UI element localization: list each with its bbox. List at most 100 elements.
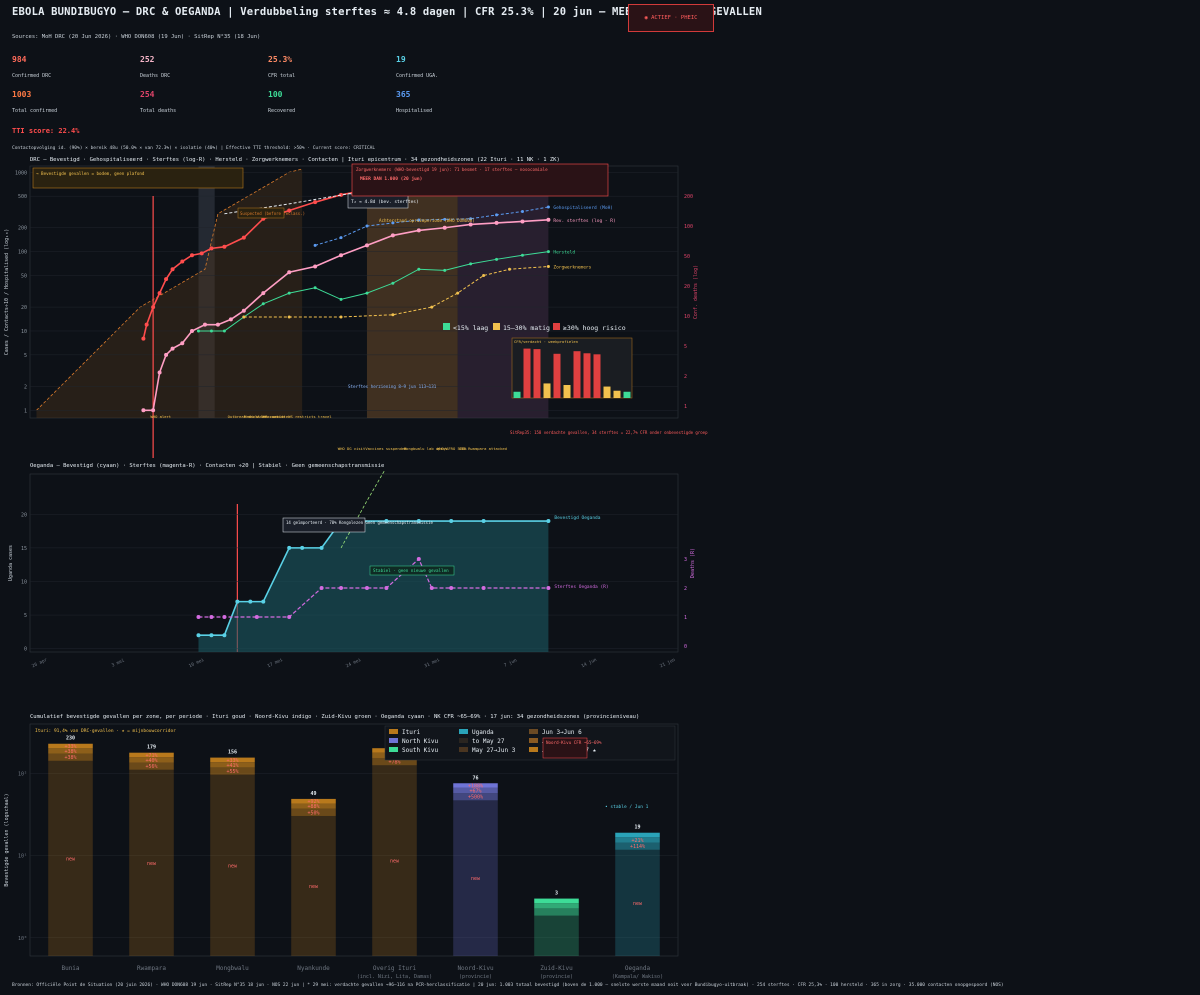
event-label: US restricts travel xyxy=(288,414,331,419)
data-point xyxy=(339,253,344,258)
segment-label: new xyxy=(390,859,400,865)
legend-swatch xyxy=(529,729,538,734)
y-tick-label: 1000 xyxy=(15,170,27,176)
data-point xyxy=(546,519,551,524)
data-point xyxy=(157,370,162,375)
drc-chart: 1 2 5 10 20 50 100 200 500 1000 1 2 5 10 20 50 100 200 Cas… xyxy=(4,163,708,458)
bar-segment xyxy=(534,903,579,909)
data-point xyxy=(319,586,324,590)
y2-tick-label: 10 xyxy=(684,314,690,320)
kpi-value: 19 xyxy=(396,55,406,64)
legend-swatch xyxy=(529,747,538,752)
bar-segment xyxy=(129,752,174,758)
data-point xyxy=(190,328,194,333)
data-point xyxy=(365,291,369,295)
data-point xyxy=(287,291,291,295)
series-label: Sterftes Oeganda (R) xyxy=(554,584,608,590)
data-point xyxy=(287,208,292,213)
annotation-text: T₂ ≈ 4.8d (bev. sterftes) xyxy=(351,199,419,205)
status-badge: ◉ ACTIEF · PHEIC xyxy=(628,4,714,32)
bar-segment xyxy=(615,842,660,850)
data-point xyxy=(215,322,220,327)
legend-swatch xyxy=(459,747,468,752)
segment-label: +67% xyxy=(469,788,481,794)
data-point xyxy=(222,329,226,333)
legend-label: South Kivu xyxy=(402,747,439,754)
kpi-label: Confirmed UGA. xyxy=(396,73,439,79)
bar-segment xyxy=(129,757,174,763)
data-point xyxy=(520,210,524,214)
footer-sources: Bronnen: Officiële Point de Situation (2… xyxy=(12,983,1004,988)
data-point xyxy=(209,246,214,251)
data-point xyxy=(429,586,434,590)
legend-swatch xyxy=(459,729,468,734)
x-tick-sublabel: (provincie) xyxy=(540,974,573,980)
y2-tick-label: 2 xyxy=(684,586,687,592)
series-label: Bevestigd Oeganda xyxy=(554,515,600,521)
x-tick-label: 14 jun xyxy=(580,657,598,669)
inset-bar xyxy=(553,353,561,398)
bar-segment xyxy=(291,808,336,816)
data-point xyxy=(339,315,343,319)
data-point xyxy=(254,615,259,619)
data-point xyxy=(313,286,317,290)
bar-segment xyxy=(48,748,93,754)
annotation-box xyxy=(32,167,244,189)
segment-label: +78% xyxy=(388,760,400,766)
bar-segment xyxy=(615,849,660,956)
data-point xyxy=(546,205,550,209)
x-tick-label: Noord-Kivu xyxy=(457,965,494,972)
bar-segment xyxy=(48,760,93,956)
inset-title: CFR/verdacht · weekprofielen xyxy=(514,339,578,344)
y2-tick-label: 0 xyxy=(684,644,687,650)
y-tick-label: 10¹ xyxy=(18,854,27,860)
y-tick-label: 200 xyxy=(18,226,27,232)
x-tick-label: Mongbwalu xyxy=(216,965,249,972)
bar-total-label: 76 xyxy=(472,775,478,781)
bar-segment xyxy=(291,815,336,956)
data-point xyxy=(391,221,395,225)
data-point xyxy=(442,225,447,230)
inset-bar xyxy=(613,390,621,398)
bar-total-label: 156 xyxy=(228,750,237,756)
segment-label: +188% xyxy=(468,784,483,790)
data-point xyxy=(546,586,551,590)
bar-total-label: 230 xyxy=(66,736,75,742)
tti-score: TTI score: 22.4% xyxy=(12,127,80,135)
y-tick-label: 20 xyxy=(21,512,27,518)
series-label: Hersteld xyxy=(553,250,575,256)
data-point xyxy=(430,305,434,309)
bar-segment xyxy=(210,757,255,763)
kpi-label: Recovered xyxy=(268,108,296,114)
inset-panel xyxy=(511,337,633,399)
annotation-box xyxy=(282,517,366,533)
zone-chart: 10⁰ 10¹ 10² Bevestigde gevallen (logschaal)… xyxy=(4,723,679,980)
x-tick-label: Overig Ituri xyxy=(373,965,417,972)
annotation-text: Sterftes herziening 8–9 jun 113→131 xyxy=(348,384,437,389)
legend-label: <15% laag xyxy=(453,324,488,332)
data-point xyxy=(228,317,233,322)
data-point xyxy=(196,329,200,333)
y2-tick-label: 1 xyxy=(684,404,687,410)
kpi-label: Hospitalised xyxy=(396,108,433,114)
y2-axis-label: Conf. deaths (log) xyxy=(693,265,699,319)
event-label: Outbreak declared xyxy=(228,414,267,419)
data-point xyxy=(261,291,266,296)
data-point xyxy=(313,264,318,269)
data-point xyxy=(546,217,551,222)
segment-label: new xyxy=(633,901,643,907)
inset-bar xyxy=(583,353,591,398)
y-axis-label: Cases / Contacts÷10 / Hospitalised (log₁… xyxy=(4,229,10,355)
segment-label: +21% xyxy=(631,838,643,844)
y-tick-label: 10 xyxy=(21,329,27,335)
series-line xyxy=(198,558,549,618)
legend-label: ≥30% hoog risico xyxy=(563,324,626,332)
data-point xyxy=(416,557,421,561)
event-label: CTE Rwampara attacked xyxy=(459,446,507,451)
data-point xyxy=(202,322,207,327)
x-tick-label: 3 mei xyxy=(111,657,126,668)
data-point xyxy=(495,257,499,261)
series-label: Rev. sterftes (log - R) xyxy=(553,218,615,224)
data-point xyxy=(287,270,292,275)
bar-segment xyxy=(534,908,579,916)
